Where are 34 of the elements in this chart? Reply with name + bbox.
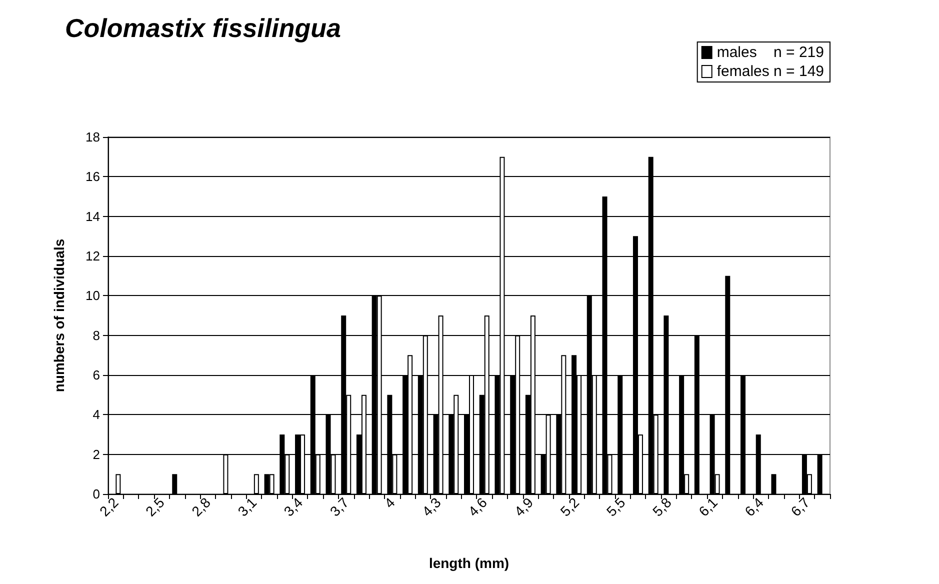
x-tick-label: 6,7 [788, 494, 813, 520]
y-tick-label: 12 [86, 248, 100, 264]
y-tick-label: 10 [86, 288, 100, 304]
x-axis-title: length (mm) [428, 555, 510, 571]
x-tick-label: 4,3 [418, 494, 444, 520]
bar [116, 474, 121, 494]
chart-title: Colomastix fissilingua [65, 13, 341, 43]
bar [771, 474, 776, 494]
bar [254, 474, 259, 494]
x-tick-label: 3,4 [280, 494, 306, 520]
y-tick-label: 6 [92, 368, 100, 382]
x-tick-label: 6,4 [741, 494, 767, 520]
legend-label: males n = 219 [716, 44, 824, 61]
x-tick-label: 6,1 [695, 494, 721, 520]
y-tick-label: 18 [86, 130, 100, 144]
y-tick-label: 4 [92, 407, 100, 422]
x-tick-label: 4,9 [511, 494, 536, 520]
y-tick-label: 8 [92, 328, 100, 343]
x-tick-label: 5,5 [603, 494, 628, 520]
bar [172, 474, 178, 494]
y-tick-label: 14 [86, 208, 100, 224]
x-tick-label: 4 [381, 494, 398, 512]
y-tick-label: 0 [92, 486, 100, 502]
x-tick-label: 2,5 [142, 494, 168, 520]
x-tick-label: 3,7 [326, 494, 352, 520]
x-tick-label: 5,2 [557, 494, 582, 520]
y-axis-title: numbers of individuals [51, 238, 67, 392]
y-tick-label: 16 [86, 169, 100, 184]
x-tick-label: 5,8 [649, 494, 675, 520]
x-tick-label: 2,8 [188, 494, 214, 520]
legend-label: females n = 149 [716, 63, 824, 80]
x-tick-label: 3,1 [234, 494, 260, 520]
y-tick-label: 2 [92, 446, 100, 462]
x-tick-label: 4,6 [464, 494, 490, 520]
